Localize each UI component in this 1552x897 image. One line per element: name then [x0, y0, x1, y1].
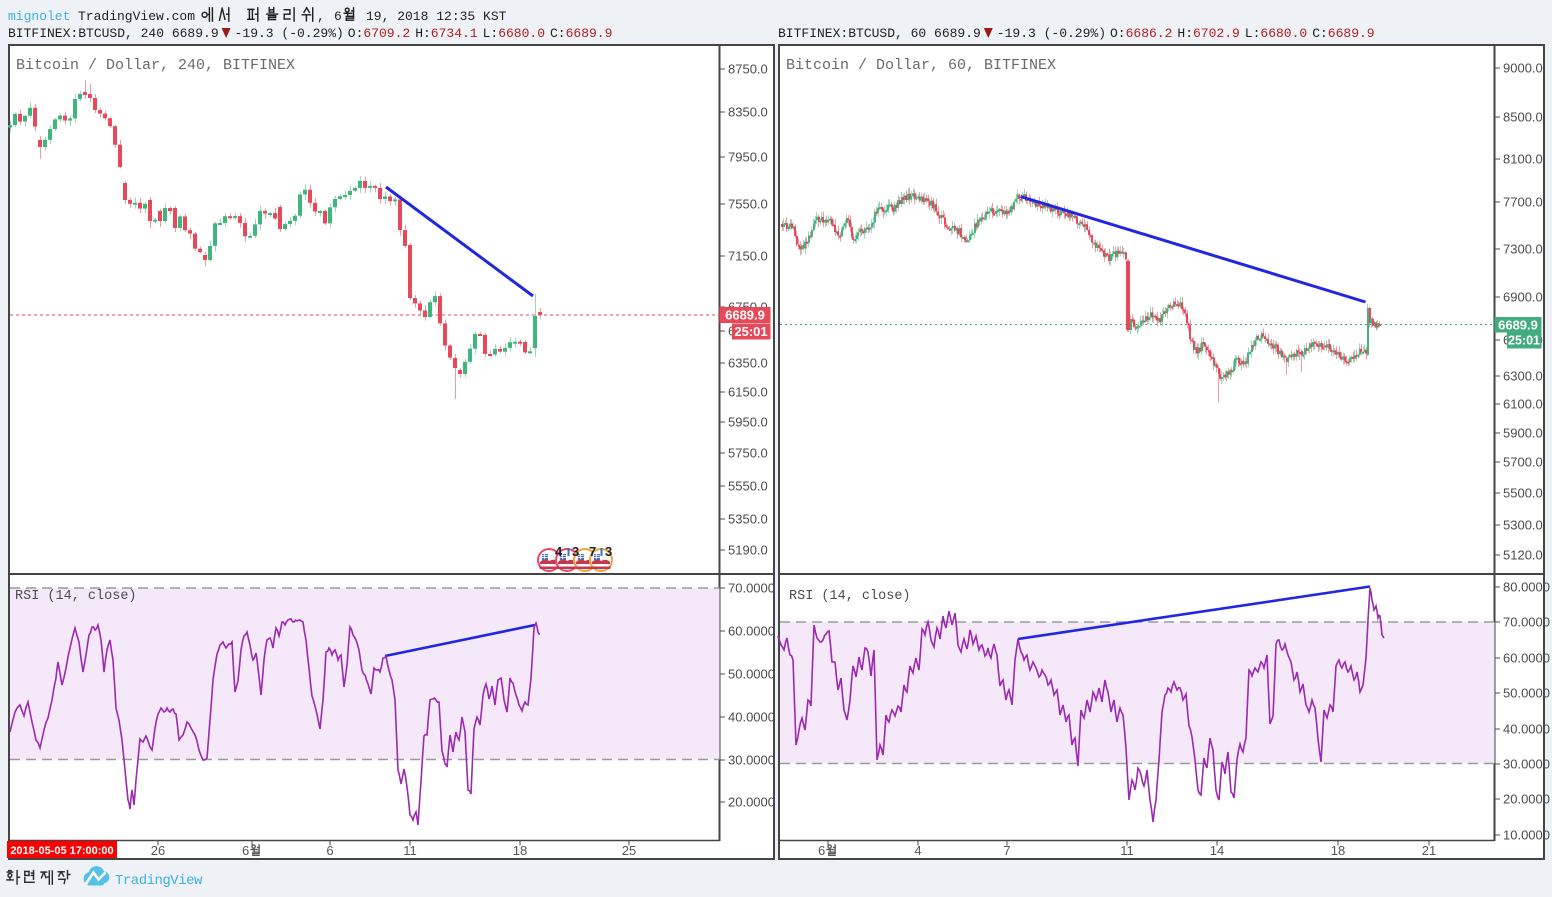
svg-text:7950.0: 7950.0 [728, 150, 768, 165]
svg-text:6709.2: 6709.2 [363, 26, 410, 41]
svg-text:40.0000: 40.0000 [728, 710, 775, 725]
svg-text:6680.0: 6680.0 [1260, 26, 1307, 41]
svg-text:H:: H: [415, 26, 431, 41]
svg-text:BITFINEX:BTCUSD, 60 6689.9: BITFINEX:BTCUSD, 60 6689.9 [778, 26, 981, 41]
svg-text:8350.0: 8350.0 [728, 105, 768, 120]
svg-text:RSI (14, close): RSI (14, close) [789, 589, 911, 604]
svg-text:3: 3 [605, 544, 612, 559]
svg-text:BITFINEX:BTCUSD, 240 6689.9: BITFINEX:BTCUSD, 240 6689.9 [8, 26, 219, 41]
svg-text:60.0000: 60.0000 [728, 624, 775, 639]
svg-text:25:01: 25:01 [1508, 334, 1540, 348]
svg-text:8100.0: 8100.0 [1503, 152, 1543, 167]
svg-text:50.0000: 50.0000 [1503, 686, 1550, 701]
svg-text:6689.9: 6689.9 [725, 308, 765, 323]
svg-text:25: 25 [622, 843, 636, 858]
svg-text:mignolet: mignolet [8, 9, 70, 24]
svg-text:18: 18 [513, 843, 527, 858]
svg-text:6689.9: 6689.9 [1328, 26, 1375, 41]
svg-text:60.0000: 60.0000 [1503, 651, 1550, 666]
svg-text:5500.0: 5500.0 [1503, 486, 1543, 501]
svg-text:RSI (14, close): RSI (14, close) [15, 589, 137, 604]
svg-text:20.0000: 20.0000 [1503, 792, 1550, 807]
svg-text:6350.0: 6350.0 [728, 356, 768, 371]
svg-text:19, 2018 12:35 KST: 19, 2018 12:35 KST [366, 9, 507, 24]
svg-text:70.0000: 70.0000 [1503, 615, 1550, 630]
svg-text:TradingView.com: TradingView.com [78, 9, 195, 24]
svg-text:4: 4 [914, 843, 921, 858]
svg-text:26: 26 [151, 843, 165, 858]
svg-text:6: 6 [242, 843, 249, 858]
svg-text:-19.3 (-0.29%): -19.3 (-0.29%) [997, 26, 1106, 41]
svg-text:6150.0: 6150.0 [728, 385, 768, 400]
svg-text:5950.0: 5950.0 [728, 415, 768, 430]
svg-text:4: 4 [555, 544, 563, 559]
svg-text:Bitcoin / Dollar, 240, BITFINE: Bitcoin / Dollar, 240, BITFINEX [16, 57, 295, 74]
svg-text:,: , [317, 9, 325, 24]
svg-text:6734.1: 6734.1 [431, 26, 478, 41]
svg-text:5190.0: 5190.0 [728, 543, 768, 558]
svg-text:5120.0: 5120.0 [1503, 548, 1543, 563]
svg-text:6702.9: 6702.9 [1193, 26, 1240, 41]
svg-text:7550.0: 7550.0 [728, 197, 768, 212]
svg-text:8500.0: 8500.0 [1503, 110, 1543, 125]
svg-text:11: 11 [1120, 843, 1134, 858]
svg-text:6680.0: 6680.0 [498, 26, 545, 41]
svg-text:50.0000: 50.0000 [728, 667, 775, 682]
svg-text:7150.0: 7150.0 [728, 249, 768, 264]
svg-text:5300.0: 5300.0 [1503, 518, 1543, 533]
svg-text:H:: H: [1177, 26, 1193, 41]
svg-text:-19.3 (-0.29%): -19.3 (-0.29%) [235, 26, 344, 41]
svg-text:6900.0: 6900.0 [1503, 290, 1543, 305]
svg-text:70.0000: 70.0000 [728, 581, 775, 596]
svg-text:6: 6 [818, 843, 825, 858]
svg-text:6686.2: 6686.2 [1126, 26, 1173, 41]
svg-text:C:: C: [550, 26, 566, 41]
svg-text:2018-05-05 17:00:00: 2018-05-05 17:00:00 [10, 845, 113, 857]
svg-text:21: 21 [1422, 843, 1436, 858]
svg-text:6689.9: 6689.9 [1498, 318, 1538, 333]
svg-text:5700.0: 5700.0 [1503, 455, 1543, 470]
svg-text:5350.0: 5350.0 [728, 512, 768, 527]
svg-text:6: 6 [326, 843, 333, 858]
svg-text:Bitcoin / Dollar, 60, BITFINEX: Bitcoin / Dollar, 60, BITFINEX [786, 57, 1056, 74]
svg-text:6300.0: 6300.0 [1503, 369, 1543, 384]
svg-text:7700.0: 7700.0 [1503, 195, 1543, 210]
svg-text:L:: L: [1245, 26, 1261, 41]
svg-text:7: 7 [1003, 843, 1010, 858]
svg-text:L:: L: [483, 26, 499, 41]
svg-text:O:: O: [348, 26, 364, 41]
svg-text:8750.0: 8750.0 [728, 62, 768, 77]
svg-text:20.0000: 20.0000 [728, 795, 775, 810]
svg-text:7: 7 [589, 544, 596, 559]
svg-text:40.0000: 40.0000 [1503, 722, 1550, 737]
svg-text:O:: O: [1110, 26, 1126, 41]
svg-text:3: 3 [572, 544, 579, 559]
svg-text:7300.0: 7300.0 [1503, 242, 1543, 257]
svg-text:5550.0: 5550.0 [728, 479, 768, 494]
svg-text:11: 11 [403, 843, 417, 858]
svg-text:14: 14 [1210, 843, 1224, 858]
svg-text:25:01: 25:01 [734, 324, 767, 339]
svg-text:6689.9: 6689.9 [566, 26, 613, 41]
svg-text:30.0000: 30.0000 [728, 753, 775, 768]
svg-text:TradingView: TradingView [115, 873, 203, 889]
svg-text:30.0000: 30.0000 [1503, 757, 1550, 772]
svg-text:6: 6 [334, 9, 342, 24]
svg-text:80.0000: 80.0000 [1503, 580, 1550, 595]
svg-text:10.0000: 10.0000 [1503, 828, 1550, 843]
svg-text:C:: C: [1312, 26, 1328, 41]
svg-text:9000.0: 9000.0 [1503, 61, 1543, 76]
svg-text:5750.0: 5750.0 [728, 446, 768, 461]
svg-text:5900.0: 5900.0 [1503, 426, 1543, 441]
svg-text:18: 18 [1331, 843, 1345, 858]
svg-text:6100.0: 6100.0 [1503, 397, 1543, 412]
